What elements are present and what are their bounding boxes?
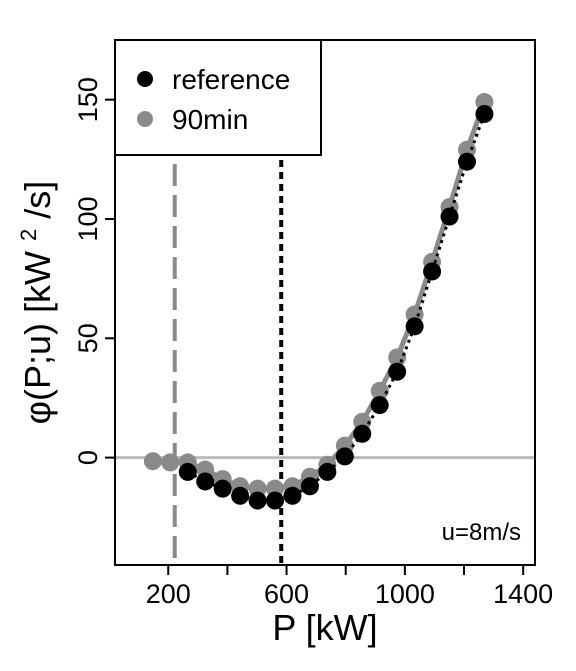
wind-speed-annotation: u=8m/s xyxy=(442,519,521,546)
y-tick-label: 50 xyxy=(73,323,103,353)
point-reference xyxy=(213,479,232,498)
point-90min xyxy=(143,452,162,471)
y-tick-label: 100 xyxy=(73,196,103,241)
y-tick-label: 150 xyxy=(73,77,103,122)
legend: reference 90min xyxy=(114,39,322,156)
series-line-reference xyxy=(187,113,486,503)
point-90min xyxy=(161,453,180,472)
axes-layer: 200 600 1000 1400 0 50 100 150 xyxy=(73,77,553,609)
y-axis-label-main: φ(P;u) [kW xyxy=(17,251,58,424)
point-reference xyxy=(370,396,389,415)
point-reference xyxy=(266,491,285,510)
legend-box xyxy=(114,39,322,156)
point-reference xyxy=(196,472,215,491)
x-tick-label: 600 xyxy=(264,579,309,609)
point-reference xyxy=(388,362,407,381)
y-axis-label-tail: /s] xyxy=(17,181,58,219)
point-reference xyxy=(283,486,302,505)
series-line-90min xyxy=(152,101,487,492)
point-reference xyxy=(423,262,442,281)
point-reference xyxy=(405,317,424,336)
legend-label-90min: 90min xyxy=(172,104,248,135)
x-tick-label: 200 xyxy=(146,579,191,609)
legend-marker-90min xyxy=(137,111,153,127)
plot-frame xyxy=(114,39,536,566)
point-reference xyxy=(248,491,267,510)
point-reference xyxy=(231,486,250,505)
legend-label-reference: reference xyxy=(172,64,290,95)
point-reference xyxy=(335,447,354,466)
point-reference xyxy=(475,104,494,123)
point-reference xyxy=(318,462,337,481)
point-reference xyxy=(457,152,476,171)
point-90min xyxy=(370,381,389,400)
y-axis-label: φ(P;u) [kW 2 /s] xyxy=(3,181,58,425)
point-reference xyxy=(440,207,459,226)
x-tick-label: 1400 xyxy=(493,579,553,609)
legend-marker-reference xyxy=(137,71,153,87)
series-layer xyxy=(143,93,494,510)
x-axis-label: P [kW] xyxy=(272,607,377,648)
y-tick-label: 0 xyxy=(73,450,103,465)
x-tick-label: 1000 xyxy=(375,579,435,609)
point-reference xyxy=(300,477,319,496)
point-reference xyxy=(353,424,372,443)
y-axis-label-superscript: 2 xyxy=(16,229,41,241)
point-reference xyxy=(178,462,197,481)
